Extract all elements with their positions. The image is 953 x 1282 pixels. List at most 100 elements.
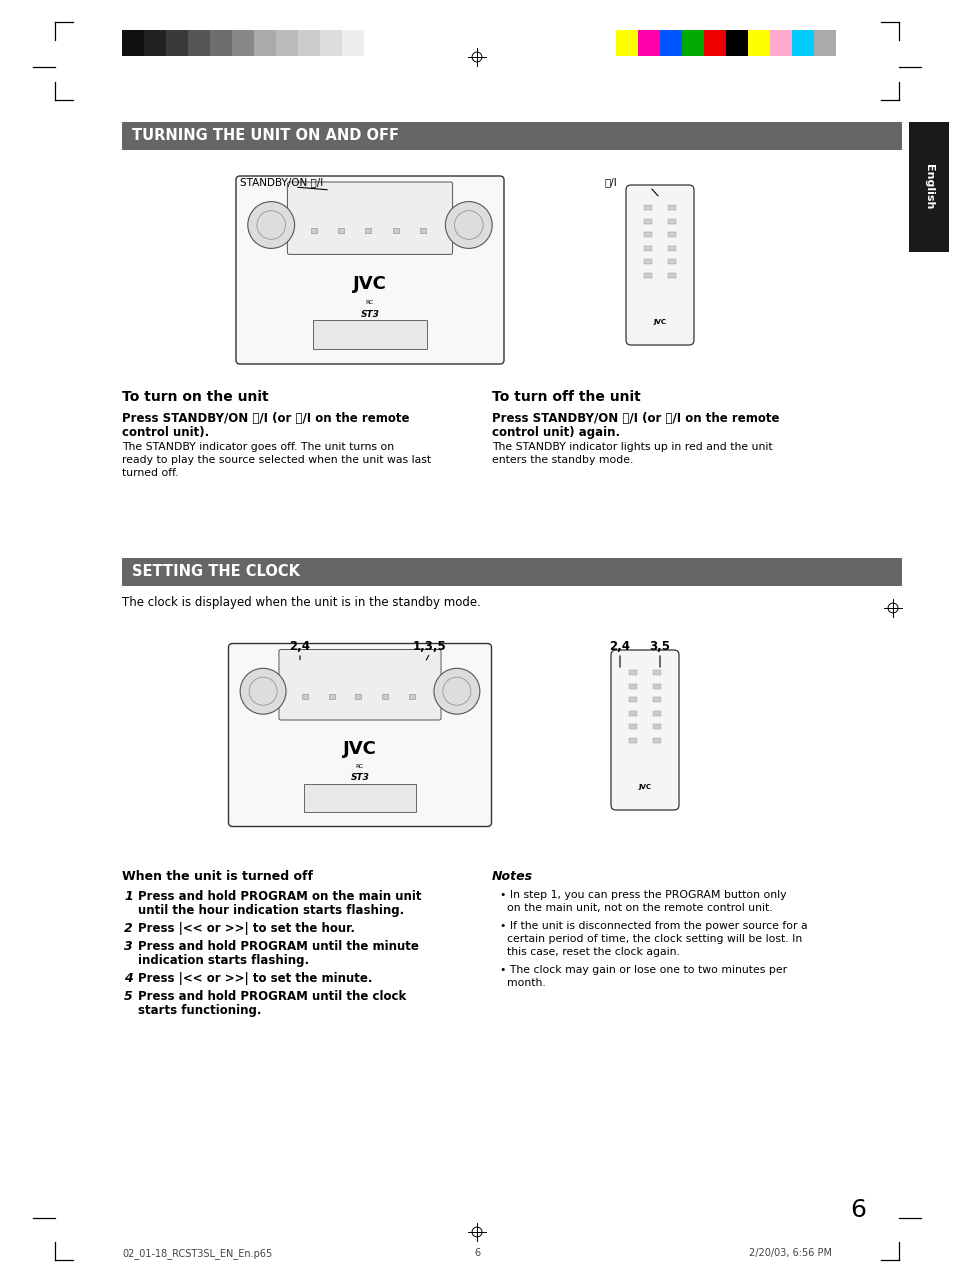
Text: Press and hold PROGRAM until the clock: Press and hold PROGRAM until the clock xyxy=(138,990,406,1003)
Text: Press |<< or >>| to set the hour.: Press |<< or >>| to set the hour. xyxy=(138,922,355,935)
Bar xyxy=(638,29,659,56)
Text: 1: 1 xyxy=(124,890,132,903)
Bar xyxy=(643,245,652,250)
Bar xyxy=(616,29,638,56)
Bar xyxy=(328,695,335,700)
Bar xyxy=(769,29,791,56)
Text: 2/20/03, 6:56 PM: 2/20/03, 6:56 PM xyxy=(748,1247,831,1258)
Bar xyxy=(659,29,681,56)
Text: RC: RC xyxy=(365,300,374,305)
FancyBboxPatch shape xyxy=(625,185,693,345)
Text: JVC: JVC xyxy=(638,785,651,790)
Text: To turn off the unit: To turn off the unit xyxy=(492,390,640,404)
Bar xyxy=(725,29,747,56)
Text: 2,4: 2,4 xyxy=(609,640,630,653)
Text: on the main unit, not on the remote control unit.: on the main unit, not on the remote cont… xyxy=(506,903,772,913)
Bar xyxy=(643,273,652,277)
Bar xyxy=(122,122,901,150)
Bar xyxy=(703,29,725,56)
Bar xyxy=(667,273,675,277)
Bar xyxy=(629,683,637,688)
Bar xyxy=(311,228,316,233)
Circle shape xyxy=(445,201,492,249)
Bar xyxy=(319,29,341,56)
Text: JVC: JVC xyxy=(343,740,376,758)
Bar xyxy=(188,29,210,56)
Bar xyxy=(652,724,659,729)
Bar xyxy=(629,710,637,715)
Text: ST3: ST3 xyxy=(350,773,369,782)
Bar xyxy=(304,785,416,812)
Text: The clock is displayed when the unit is in the standby mode.: The clock is displayed when the unit is … xyxy=(122,596,480,609)
Bar xyxy=(629,724,637,729)
FancyBboxPatch shape xyxy=(287,182,452,254)
Bar xyxy=(652,683,659,688)
Text: JVC: JVC xyxy=(353,276,387,294)
Bar xyxy=(629,697,637,703)
Bar xyxy=(337,228,344,233)
Bar xyxy=(643,232,652,237)
FancyBboxPatch shape xyxy=(610,650,679,810)
Text: ⏻/I: ⏻/I xyxy=(604,177,618,187)
Bar xyxy=(313,320,427,349)
Bar xyxy=(652,737,659,742)
Bar xyxy=(629,737,637,742)
Bar xyxy=(667,259,675,264)
Text: Press STANDBY/ON ⏻/I (or ⏻/I on the remote: Press STANDBY/ON ⏻/I (or ⏻/I on the remo… xyxy=(492,412,779,426)
Bar xyxy=(419,228,426,233)
Text: 6: 6 xyxy=(849,1197,865,1222)
Text: this case, reset the clock again.: this case, reset the clock again. xyxy=(506,947,679,956)
Text: Notes: Notes xyxy=(492,870,533,883)
FancyBboxPatch shape xyxy=(229,644,491,827)
Text: control unit) again.: control unit) again. xyxy=(492,426,619,438)
Text: Press and hold PROGRAM on the main unit: Press and hold PROGRAM on the main unit xyxy=(138,890,421,903)
Bar xyxy=(253,29,275,56)
Text: The STANDBY indicator lights up in red and the unit
enters the standby mode.: The STANDBY indicator lights up in red a… xyxy=(492,442,772,465)
FancyBboxPatch shape xyxy=(235,176,503,364)
Bar xyxy=(232,29,253,56)
Text: 2,4: 2,4 xyxy=(289,640,310,653)
Text: 2: 2 xyxy=(124,922,132,935)
Text: The STANDBY indicator goes off. The unit turns on
ready to play the source selec: The STANDBY indicator goes off. The unit… xyxy=(122,442,431,478)
Bar xyxy=(747,29,769,56)
Bar xyxy=(166,29,188,56)
Text: 02_01-18_RCST3SL_EN_En.p65: 02_01-18_RCST3SL_EN_En.p65 xyxy=(122,1247,272,1259)
Bar xyxy=(409,695,415,700)
Text: 6: 6 xyxy=(474,1247,479,1258)
FancyBboxPatch shape xyxy=(278,650,440,720)
Bar xyxy=(667,232,675,237)
Circle shape xyxy=(248,201,294,249)
Text: ST3: ST3 xyxy=(360,309,379,319)
Text: When the unit is turned off: When the unit is turned off xyxy=(122,870,313,883)
Bar xyxy=(382,695,388,700)
Text: until the hour indication starts flashing.: until the hour indication starts flashin… xyxy=(138,904,404,917)
Bar xyxy=(643,259,652,264)
Text: certain period of time, the clock setting will be lost. In: certain period of time, the clock settin… xyxy=(506,935,801,944)
Bar xyxy=(652,697,659,703)
Text: 5: 5 xyxy=(124,990,132,1003)
Bar xyxy=(681,29,703,56)
Bar xyxy=(908,122,948,253)
Bar xyxy=(210,29,232,56)
Text: STANDBY/ON ⏻/I: STANDBY/ON ⏻/I xyxy=(240,177,323,187)
Text: • The clock may gain or lose one to two minutes per: • The clock may gain or lose one to two … xyxy=(499,965,786,976)
Text: TURNING THE UNIT ON AND OFF: TURNING THE UNIT ON AND OFF xyxy=(132,128,398,144)
Text: 4: 4 xyxy=(124,972,132,985)
Bar xyxy=(297,29,319,56)
Text: Press STANDBY/ON ⏻/I (or ⏻/I on the remote: Press STANDBY/ON ⏻/I (or ⏻/I on the remo… xyxy=(122,412,409,426)
Text: Press |<< or >>| to set the minute.: Press |<< or >>| to set the minute. xyxy=(138,972,372,985)
Text: Press and hold PROGRAM until the minute: Press and hold PROGRAM until the minute xyxy=(138,940,418,953)
Bar xyxy=(629,670,637,676)
Text: starts functioning.: starts functioning. xyxy=(138,1004,261,1017)
Text: control unit).: control unit). xyxy=(122,426,209,438)
Bar xyxy=(643,218,652,223)
Text: 1,3,5: 1,3,5 xyxy=(413,640,446,653)
Bar xyxy=(122,558,901,586)
Text: 3,5: 3,5 xyxy=(649,640,670,653)
Text: month.: month. xyxy=(506,978,545,988)
Bar xyxy=(667,245,675,250)
Bar xyxy=(667,218,675,223)
Bar xyxy=(652,670,659,676)
Bar xyxy=(122,29,144,56)
Bar xyxy=(144,29,166,56)
